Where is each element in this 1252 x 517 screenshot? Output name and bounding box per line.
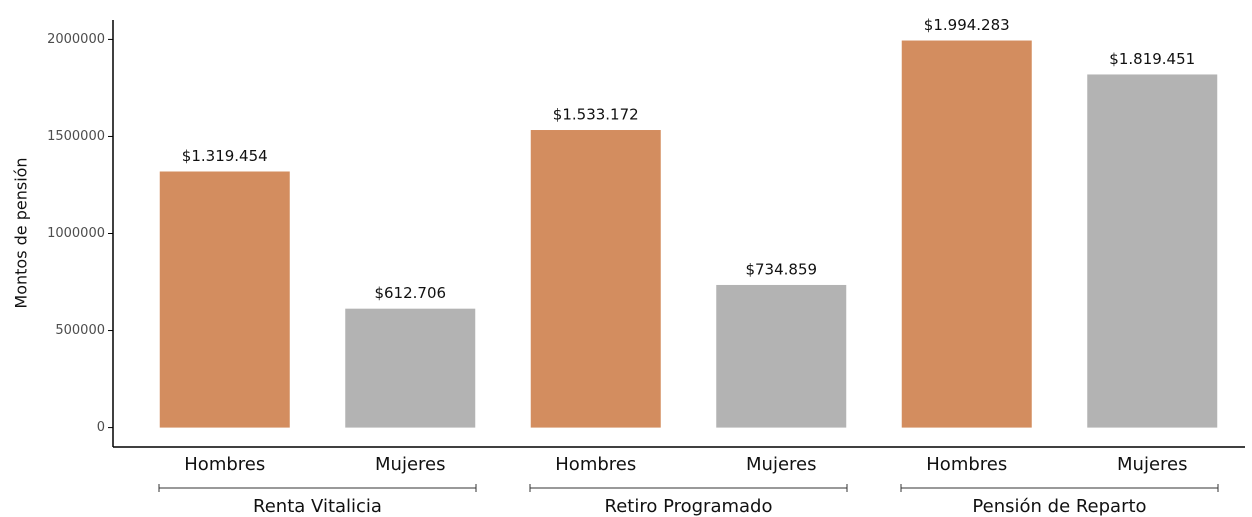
x-tick-label: Mujeres: [746, 454, 816, 475]
bar: [159, 171, 290, 428]
x-tick-label: Hombres: [926, 454, 1007, 475]
value-label: $1.994.283: [924, 16, 1010, 34]
y-tick-label: 0: [97, 420, 105, 435]
value-label: $734.859: [745, 260, 817, 278]
value-label: $1.319.454: [182, 147, 268, 165]
value-label: $1.533.172: [553, 106, 639, 124]
y-axis-label: Montos de pensión: [12, 157, 31, 308]
bar: [530, 130, 661, 428]
x-tick-label: Mujeres: [375, 454, 445, 475]
value-label: $1.819.451: [1109, 50, 1195, 68]
y-tick-label: 1000000: [47, 226, 105, 241]
x-tick-label: Mujeres: [1117, 454, 1187, 475]
x-tick-label: Hombres: [555, 454, 636, 475]
bar: [716, 284, 847, 428]
group-label: Retiro Programado: [605, 496, 773, 517]
y-tick-label: 1500000: [47, 129, 105, 144]
y-tick-label: 500000: [55, 323, 105, 338]
value-label: $612.706: [374, 284, 446, 302]
bar: [345, 308, 476, 428]
bar: [1087, 74, 1218, 428]
y-tick-label: 2000000: [47, 32, 105, 47]
x-tick-label: Hombres: [184, 454, 265, 475]
bar: [901, 40, 1032, 428]
group-label: Pensión de Reparto: [972, 496, 1146, 517]
group-label: Renta Vitalicia: [253, 496, 382, 517]
